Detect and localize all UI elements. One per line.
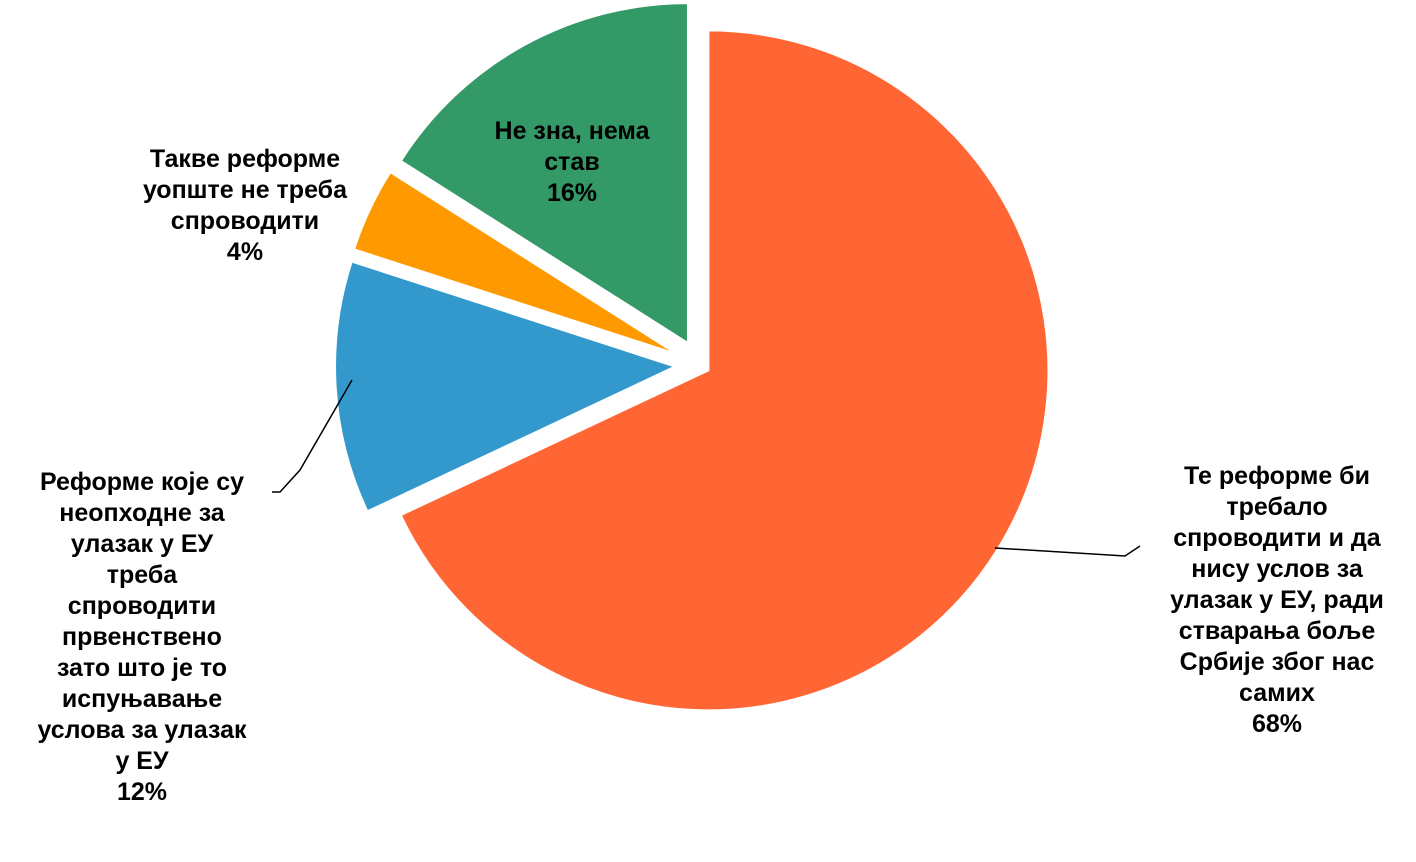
slice-label-text: став [544, 148, 600, 176]
slice-label-text: требало [1226, 493, 1328, 521]
slice-label-text: спроводити [67, 592, 217, 620]
slice-value-label: 4% [226, 238, 264, 266]
slice-label-text: улазак у ЕУ [70, 530, 214, 558]
pie-slice-no-reforms [352, 170, 678, 356]
slice-label-text: треба [106, 561, 178, 589]
pie-slices [334, 2, 1050, 712]
leader-line-reform-for-better-serbia [994, 545, 1141, 557]
slice-label-dont-know: Не зна, нема став 16% [452, 116, 692, 209]
slice-label-text: улазак у ЕУ, ради [1170, 586, 1384, 614]
slice-label-text: првенствено [62, 623, 222, 651]
slice-value-label: 68% [1251, 710, 1303, 738]
slice-label-text: уопште не треба [143, 176, 347, 204]
slice-label-text: услова за улазак [37, 716, 247, 744]
slice-label-no-reforms: Такве реформе уопште не треба спроводити… [100, 144, 390, 268]
slice-label-text: самих [1239, 679, 1315, 707]
slice-label-text: Реформе које су [39, 468, 245, 496]
slice-value-label: 16% [546, 179, 598, 207]
leader-lines [272, 379, 1141, 557]
pie-slice-reform-for-eu-entry [334, 260, 678, 513]
pie-slice-dont-know [399, 2, 689, 345]
slice-label-text: Не зна, нема [494, 117, 650, 145]
slice-value-label: 12% [116, 778, 168, 806]
slice-label-reform-for-better-serbia: Те реформе би требало спроводити и да ни… [1138, 461, 1416, 740]
slice-label-text: испуњавање [61, 685, 223, 713]
slice-label-text: Србије због нас [1179, 648, 1375, 676]
slice-label-text: спроводити и да [1173, 524, 1381, 552]
slice-label-reform-for-eu-entry: Реформе које су неопходне за улазак у ЕУ… [0, 467, 284, 808]
pie-slice-reform-for-better-serbia [399, 29, 1050, 712]
slice-label-text: зато што је то [56, 654, 228, 682]
slice-label-text: спроводити [170, 207, 320, 235]
leader-line-reform-for-eu-entry [272, 379, 353, 493]
slice-label-text: Те реформе би [1184, 462, 1370, 490]
slice-label-text: у ЕУ [115, 747, 169, 775]
slice-label-text: нису услов за [1191, 555, 1363, 583]
slice-label-text: стварања боље [1178, 617, 1376, 645]
slice-label-text: Такве реформе [149, 145, 341, 173]
slice-label-text: неопходне за [59, 499, 225, 527]
